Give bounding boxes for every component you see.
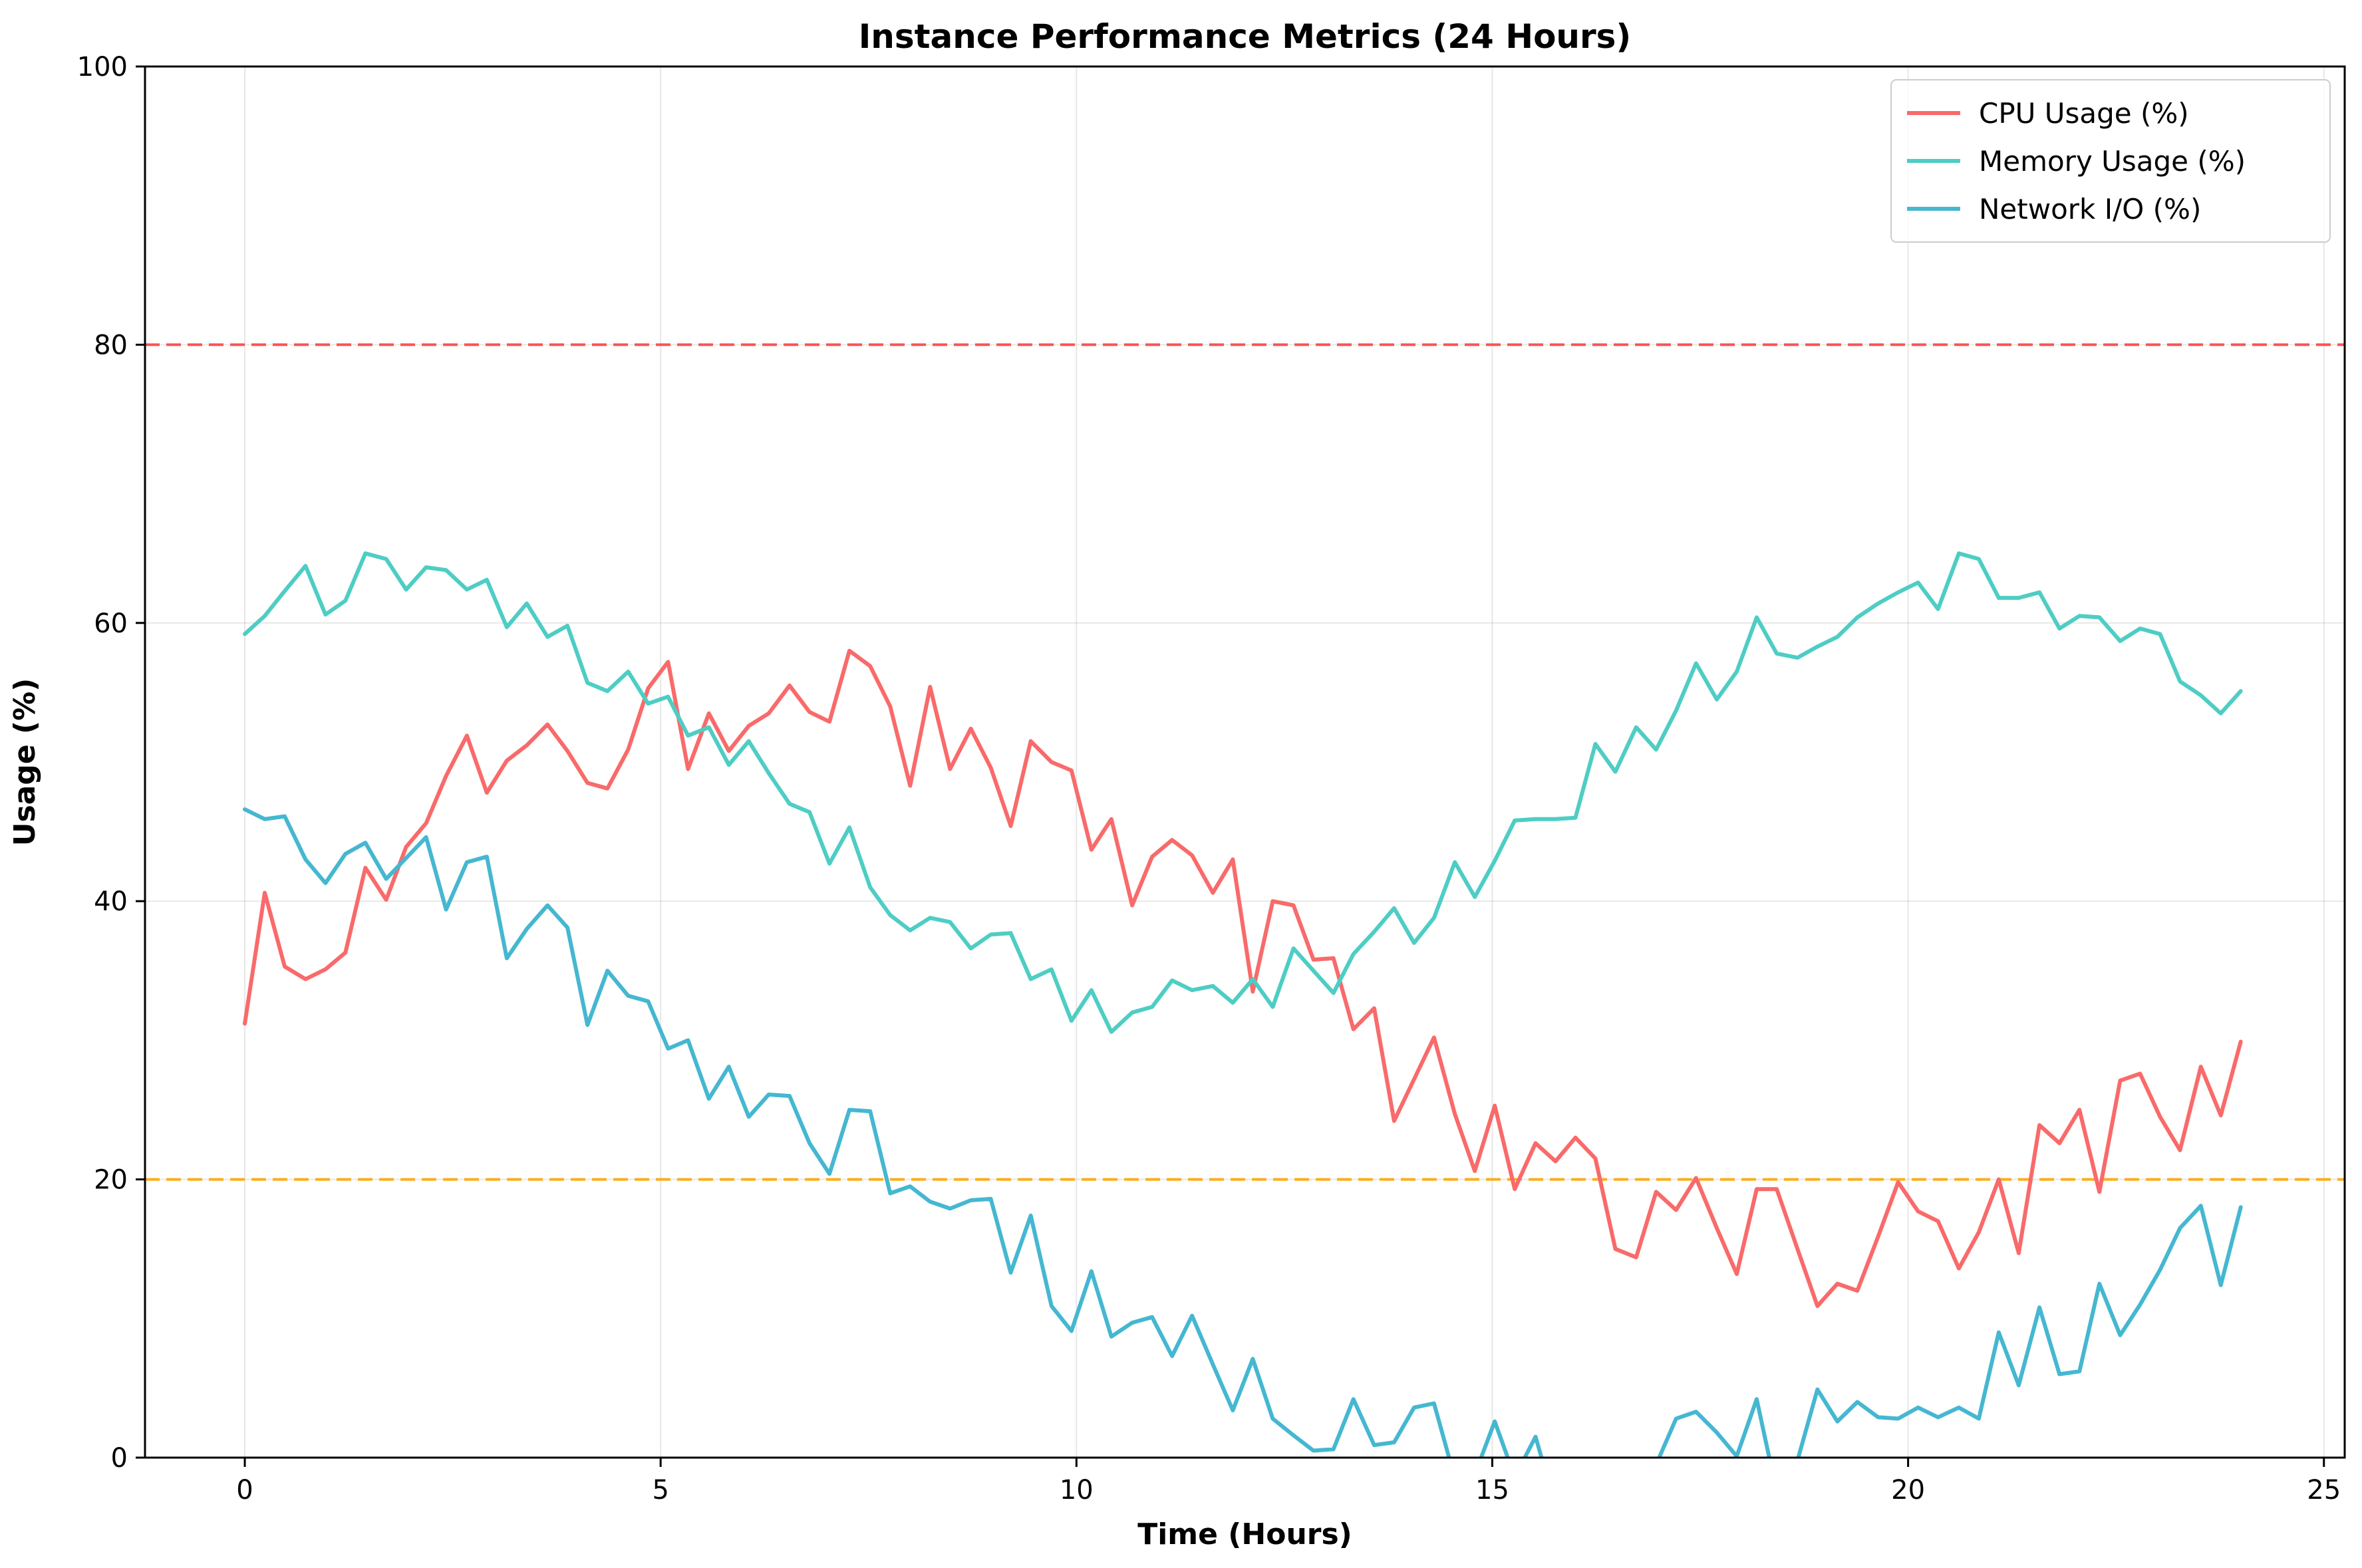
series-lines xyxy=(243,551,2243,1458)
series-line xyxy=(243,807,2243,1458)
y-tick-label: 80 xyxy=(94,330,128,360)
y-axis-title: Usage (%) xyxy=(8,678,42,847)
x-tick-label: 25 xyxy=(2307,1475,2341,1505)
axis-ticks: 0 5 10 15 20 25 0 20 40 60 80 100 xyxy=(77,52,2341,1505)
x-tick-label: 15 xyxy=(1475,1475,1509,1505)
chart-title: Instance Performance Metrics (24 Hours) xyxy=(859,17,1632,56)
legend-label: CPU Usage (%) xyxy=(1979,97,2189,130)
x-tick-label: 0 xyxy=(236,1475,253,1505)
y-tick-label: 40 xyxy=(94,886,128,917)
x-tick-label: 10 xyxy=(1060,1475,1094,1505)
y-tick-label: 0 xyxy=(111,1443,128,1474)
threshold-lines xyxy=(145,343,2345,1181)
legend-box xyxy=(1890,79,2331,243)
series-line xyxy=(243,551,2243,1034)
y-tick-label: 20 xyxy=(94,1165,128,1196)
legend: CPU Usage (%) Memory Usage (%) Network I/O… xyxy=(1890,79,2331,243)
series-line xyxy=(243,648,2243,1308)
x-axis-title: Time (Hours) xyxy=(1137,1517,1352,1551)
legend-label: Memory Usage (%) xyxy=(1979,145,2246,178)
x-tick-label: 5 xyxy=(652,1475,668,1505)
plot-frame xyxy=(144,65,2346,1459)
y-tick-label: 100 xyxy=(77,52,128,82)
legend-label: Network I/O (%) xyxy=(1979,193,2201,225)
x-tick-label: 20 xyxy=(1891,1475,1925,1505)
y-tick-label: 60 xyxy=(94,608,128,639)
